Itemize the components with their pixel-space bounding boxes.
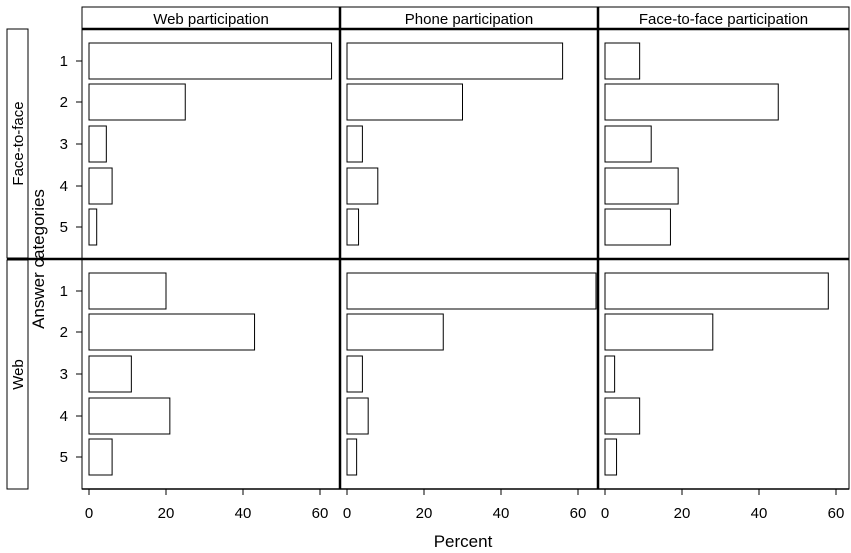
bar	[346, 397, 369, 435]
bar	[604, 208, 671, 246]
y-tick-label: 4	[60, 408, 68, 425]
bar	[604, 167, 679, 205]
y-tick-label: 1	[60, 283, 68, 300]
x-tick-label: 0	[601, 505, 609, 522]
row-strip-label: Face-to-face	[10, 101, 27, 185]
row-strip	[6, 259, 29, 490]
bar	[346, 438, 358, 476]
column-strip-label: Web participation	[153, 11, 269, 28]
bar	[346, 42, 564, 80]
y-tick-label: 3	[60, 366, 68, 383]
y-tick-label: 5	[60, 219, 68, 236]
bar	[604, 42, 641, 80]
x-tick-label: 0	[85, 505, 93, 522]
y-tick-label: 1	[60, 53, 68, 70]
bar	[88, 272, 167, 310]
bar	[604, 272, 829, 310]
y-tick-label: 4	[60, 178, 68, 195]
bar	[88, 438, 113, 476]
y-tick-label: 2	[60, 324, 68, 341]
x-axis-title: Percent	[434, 532, 493, 551]
x-tick-label: 0	[343, 505, 351, 522]
bar	[88, 42, 333, 80]
x-tick-label: 60	[312, 505, 329, 522]
bar	[346, 167, 379, 205]
bar	[604, 355, 616, 393]
x-tick-label: 20	[416, 505, 433, 522]
bar	[88, 83, 186, 121]
x-tick-label: 40	[235, 505, 252, 522]
bar	[88, 355, 132, 393]
bar	[346, 125, 363, 163]
bar	[88, 125, 107, 163]
bar	[604, 438, 618, 476]
bar	[604, 83, 779, 121]
y-tick-label: 5	[60, 449, 68, 466]
bar	[604, 397, 641, 435]
bar	[604, 125, 652, 163]
bar	[346, 355, 363, 393]
row-strip-label: Web	[10, 359, 27, 390]
y-axis-title: Answer categories	[29, 189, 48, 329]
bar	[346, 313, 444, 351]
y-tick-label: 3	[60, 136, 68, 153]
bar	[346, 272, 597, 310]
x-tick-label: 20	[674, 505, 691, 522]
bar	[88, 397, 171, 435]
bar	[88, 313, 256, 351]
column-strip-label: Face-to-face participation	[639, 11, 808, 28]
y-tick-label: 2	[60, 94, 68, 111]
column-strip-label: Phone participation	[405, 11, 533, 28]
x-tick-label: 60	[828, 505, 845, 522]
bar	[346, 208, 360, 246]
bar	[88, 167, 113, 205]
bar	[88, 208, 98, 246]
row-strip	[6, 28, 29, 259]
bar	[346, 83, 463, 121]
x-tick-label: 40	[751, 505, 768, 522]
x-tick-label: 60	[570, 505, 587, 522]
bar	[604, 313, 714, 351]
x-tick-label: 20	[158, 505, 175, 522]
x-tick-label: 40	[493, 505, 510, 522]
